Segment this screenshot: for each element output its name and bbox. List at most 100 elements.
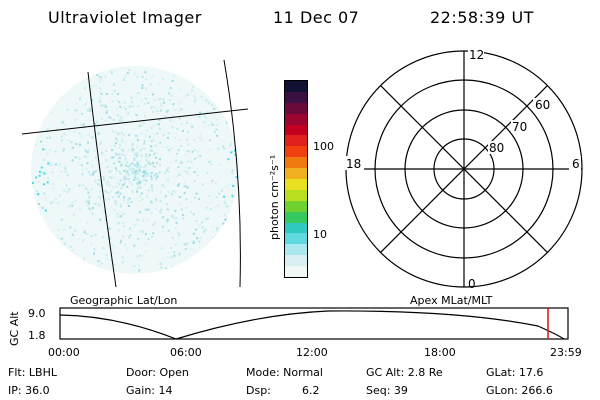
speckle (88, 148, 91, 151)
bright-speckle (45, 237, 48, 240)
speckle (139, 159, 142, 162)
speckle (125, 158, 127, 161)
speckle (127, 165, 130, 168)
speckle (111, 100, 114, 103)
speckle (226, 205, 229, 208)
bright-speckle (35, 207, 38, 210)
speckle (163, 115, 166, 118)
speckle (158, 98, 161, 101)
speckle (180, 208, 183, 211)
speckle (64, 167, 67, 170)
speckle (48, 149, 51, 152)
speckle (194, 149, 197, 151)
speckle (145, 78, 147, 80)
bright-speckle (235, 176, 238, 179)
speckle (134, 164, 136, 167)
bright-speckle (37, 193, 40, 195)
speckle (105, 254, 108, 257)
speckle (136, 146, 139, 149)
speckle (187, 143, 190, 146)
bright-speckle (31, 224, 32, 227)
speckle (172, 266, 175, 269)
speckle (121, 153, 124, 156)
speckle (130, 201, 133, 204)
speckle (138, 166, 141, 169)
speckle (87, 171, 90, 174)
speckle (54, 150, 57, 153)
speckle (40, 140, 43, 143)
speckle (111, 72, 113, 75)
speckle (177, 231, 180, 234)
speckle (204, 218, 207, 221)
bright-speckle (229, 213, 232, 216)
speckle (144, 164, 147, 167)
speckle (60, 218, 63, 221)
x-tick-0000: 00:00 (48, 346, 80, 359)
speckle (159, 163, 162, 166)
speckle (99, 142, 102, 145)
speckle (167, 136, 169, 139)
speckle (144, 134, 147, 137)
gc-alt-axis-label: GC Alt (8, 311, 21, 346)
speckle (143, 172, 146, 175)
speckle (110, 176, 113, 179)
gain-status: Gain: 14 (126, 384, 173, 397)
speckle (127, 112, 130, 115)
speckle (136, 190, 138, 193)
bright-speckle (39, 213, 42, 216)
speckle (79, 144, 81, 146)
speckle (188, 167, 191, 169)
speckle (139, 149, 142, 152)
speckle (207, 161, 210, 164)
speckle (108, 227, 111, 230)
speckle (34, 143, 37, 146)
speckle (156, 162, 159, 164)
speckle (124, 177, 127, 180)
speckle (172, 216, 175, 219)
speckle (152, 162, 155, 164)
speckle (110, 71, 113, 74)
bright-speckle (224, 218, 227, 221)
speckle (143, 142, 146, 145)
speckle (90, 242, 93, 245)
speckle (110, 169, 113, 172)
speckle (161, 184, 164, 187)
speckle (129, 227, 132, 230)
speckle (86, 199, 89, 202)
speckle (207, 101, 210, 104)
speckle (150, 127, 153, 129)
speckle (105, 190, 108, 193)
speckle (153, 139, 156, 142)
speckle (221, 187, 224, 190)
speckle (198, 224, 201, 227)
speckle (86, 109, 89, 112)
speckle (120, 164, 123, 167)
bright-speckle (44, 209, 47, 212)
speckle (141, 148, 144, 151)
speckle (94, 179, 96, 182)
speckle (171, 79, 174, 82)
speckle (117, 214, 120, 217)
speckle (182, 129, 185, 132)
speckle (136, 218, 139, 221)
speckle (57, 202, 60, 204)
speckle (39, 172, 42, 174)
speckle (121, 149, 124, 152)
speckle (52, 183, 55, 185)
speckle (121, 256, 124, 259)
speckle (144, 250, 147, 253)
speckle (123, 101, 126, 104)
speckle (207, 124, 210, 127)
speckle (192, 240, 195, 243)
speckle (134, 178, 137, 180)
speckle (116, 158, 119, 161)
bright-speckle (31, 241, 33, 244)
speckle (166, 218, 169, 221)
speckle (140, 166, 142, 169)
speckle (152, 165, 155, 168)
speckle (96, 159, 99, 162)
speckle (78, 184, 81, 187)
speckle (194, 96, 197, 99)
speckle (92, 206, 94, 209)
speckle (93, 123, 96, 126)
